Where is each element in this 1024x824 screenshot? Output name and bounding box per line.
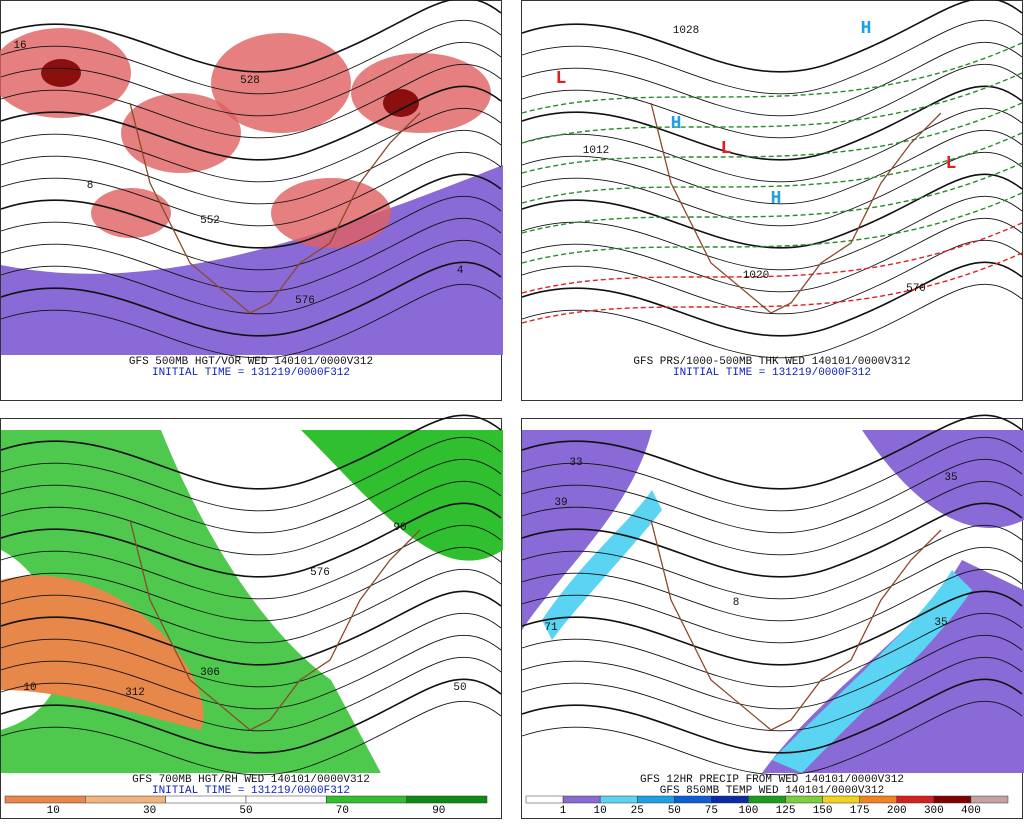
colorbar-label: 90	[432, 805, 445, 817]
colorbar-label: 50	[239, 805, 252, 817]
colorbar-label: 150	[813, 805, 833, 817]
colorbar-label: 25	[631, 805, 644, 817]
colorbar-label: 75	[705, 805, 718, 817]
contour-label: 50	[453, 682, 466, 694]
colorbar-swatch	[407, 796, 487, 803]
colorbar-swatch	[246, 796, 326, 803]
contour-label: 552	[200, 215, 220, 227]
colorbar-swatch	[166, 796, 246, 803]
pressure-center: H	[861, 19, 872, 39]
colorbar-swatch	[711, 796, 748, 803]
contour-label: 33	[569, 457, 582, 469]
colorbar-swatch	[85, 796, 165, 803]
contour-label: 1012	[583, 145, 609, 157]
colorbar-swatch	[748, 796, 785, 803]
caption: INITIAL TIME = 131219/0000F312	[152, 367, 350, 379]
contour-label: 528	[240, 75, 260, 87]
colorbar-label: 30	[143, 805, 156, 817]
colorbar-label: 200	[887, 805, 907, 817]
colorbar-swatch	[526, 796, 563, 803]
contour-label: 8	[733, 597, 740, 609]
contour-label: 1028	[673, 25, 699, 37]
colorbar-swatch	[786, 796, 823, 803]
vorticity-blob	[271, 178, 391, 248]
pressure-center: L	[556, 69, 567, 89]
colorbar-label: 50	[668, 805, 681, 817]
colorbar-label: 125	[776, 805, 796, 817]
contour-label: 1020	[743, 270, 769, 282]
contour-label: 312	[125, 687, 145, 699]
contour-label: 576	[295, 295, 315, 307]
colorbar-swatch	[971, 796, 1008, 803]
pressure-center: L	[946, 154, 957, 174]
colorbar-swatch	[674, 796, 711, 803]
colorbar-label: 100	[739, 805, 759, 817]
colorbar-swatch	[637, 796, 674, 803]
colorbar-swatch	[5, 796, 85, 803]
pressure-center: H	[771, 189, 782, 209]
caption: INITIAL TIME = 131219/0000F312	[152, 785, 350, 797]
contour-label: 16	[13, 40, 26, 52]
colorbar-swatch	[823, 796, 860, 803]
contour-label: 576	[310, 567, 330, 579]
colorbar-label: 175	[850, 805, 870, 817]
vorticity-blob	[211, 33, 351, 133]
pressure-center: L	[721, 139, 732, 159]
colorbar-swatch	[326, 796, 406, 803]
caption: GFS 850MB TEMP WED 140101/0000V312	[660, 785, 884, 797]
colorbar-swatch	[897, 796, 934, 803]
colorbar-label: 10	[47, 805, 60, 817]
contour-label: 35	[944, 472, 957, 484]
contour-label: 306	[200, 667, 220, 679]
contour-label: 35	[934, 617, 947, 629]
contour-label: 8	[87, 180, 94, 192]
colorbar-label: 400	[961, 805, 981, 817]
colorbar-label: 300	[924, 805, 944, 817]
vorticity-max	[41, 59, 81, 87]
contour-label: 10	[23, 682, 36, 694]
contour-label: 570	[906, 283, 926, 295]
contour-label: 4	[457, 265, 464, 277]
colorbar-label: 10	[594, 805, 607, 817]
colorbar-label: 70	[336, 805, 349, 817]
colorbar-label: 1	[560, 805, 567, 817]
caption: INITIAL TIME = 131219/0000F312	[673, 367, 871, 379]
colorbar-swatch	[860, 796, 897, 803]
colorbar-swatch	[563, 796, 600, 803]
contour-label: 90	[393, 522, 406, 534]
pressure-center: H	[671, 114, 682, 134]
colorbar-swatch	[600, 796, 637, 803]
contour-label: 39	[554, 497, 567, 509]
colorbar-swatch	[934, 796, 971, 803]
vorticity-blob	[91, 188, 171, 238]
contour-label: 71	[544, 622, 558, 634]
